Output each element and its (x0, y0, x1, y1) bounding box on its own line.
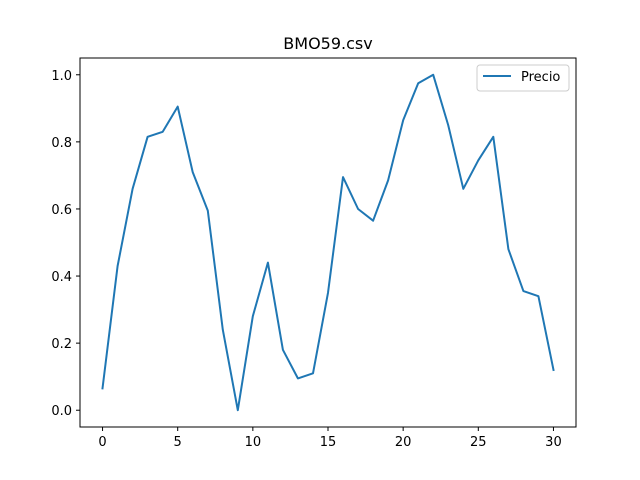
x-axis: 0 5 10 15 20 25 30 (98, 427, 562, 450)
y-tick-label: 0.2 (51, 337, 72, 352)
y-tick-label: 0.8 (51, 136, 72, 151)
legend: Precio (476, 64, 570, 92)
y-tick-label: 0.4 (51, 270, 72, 285)
legend-box (476, 64, 570, 92)
y-axis: 0.0 0.2 0.4 0.6 0.8 1.0 (51, 69, 80, 419)
x-tick-label: 30 (545, 435, 562, 450)
x-tick-label: 25 (470, 435, 487, 450)
series-line-precio (101, 73, 555, 412)
chart-title: BMO59.csv (283, 34, 372, 53)
y-tick-label: 0.0 (51, 404, 72, 419)
x-tick-label: 15 (320, 435, 337, 450)
y-tick-label: 0.6 (51, 203, 72, 218)
x-tick-label: 10 (245, 435, 262, 450)
y-tick-label: 1.0 (51, 69, 72, 84)
x-tick-label: 0 (98, 435, 106, 450)
x-tick-label: 5 (174, 435, 182, 450)
x-tick-label: 20 (395, 435, 412, 450)
plot-frame (79, 57, 577, 428)
plot-area (80, 58, 576, 427)
legend-label: Precio (521, 70, 560, 85)
